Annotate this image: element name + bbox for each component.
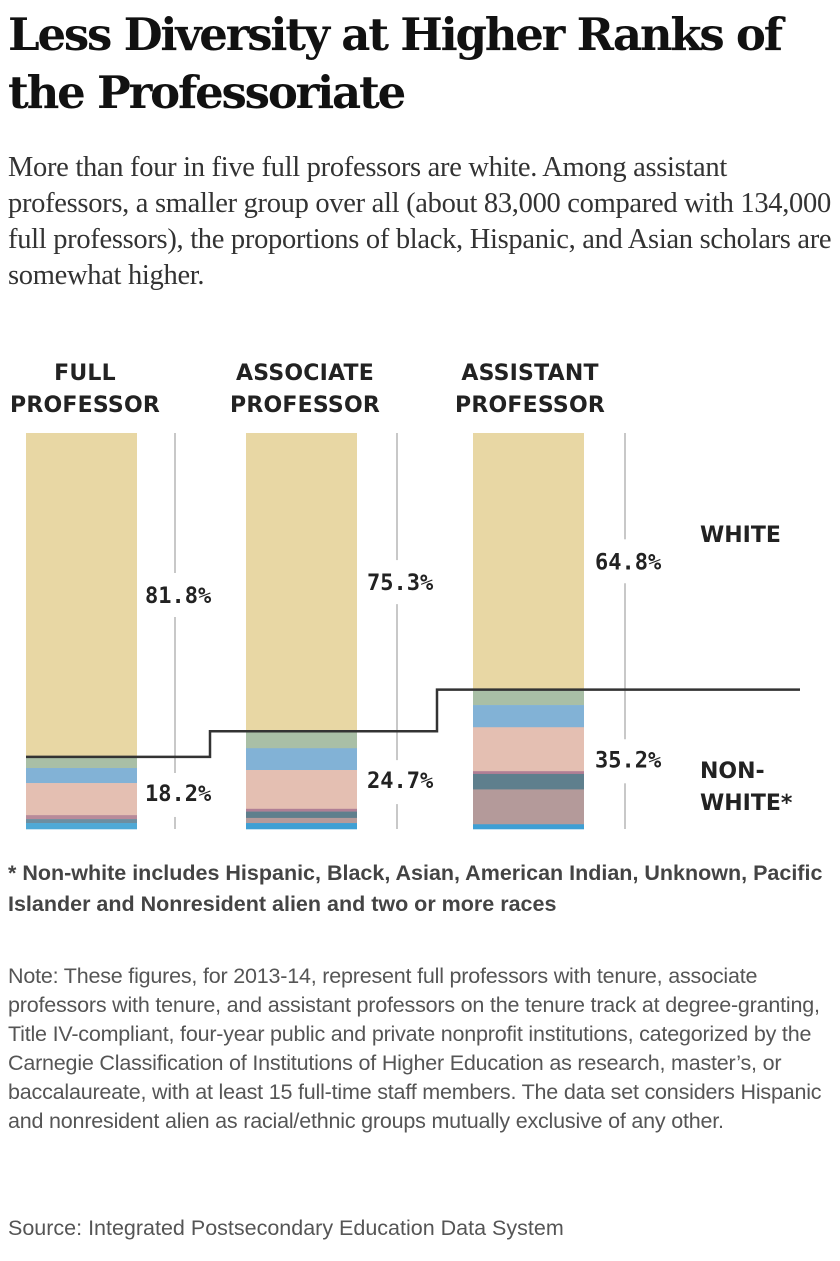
bar-segment-nonwhite-assistant-2	[473, 727, 584, 772]
bar-segment-nonwhite-full-0	[26, 756, 137, 769]
bar-segment-nonwhite-assistant-5	[473, 789, 584, 825]
bar-segment-nonwhite-full-2	[26, 783, 137, 816]
chart-subtitle: More than four in five full professors a…	[8, 152, 832, 291]
chart-title: Less Diversity at Higher Ranks of the Pr…	[8, 8, 783, 119]
category-label-full-professor: FULL PROFESSOR	[10, 358, 160, 422]
bar-segment-nonwhite-associate-5	[246, 817, 357, 824]
category-label-associate-professor: ASSOCIATE PROFESSOR	[220, 358, 390, 422]
nonwhite-pct-label-associate: 24.7%	[367, 769, 434, 794]
bar-segment-white-full	[26, 433, 137, 757]
bar-segment-nonwhite-associate-2	[246, 769, 357, 810]
footnote: * Non-white includes Hispanic, Black, As…	[8, 861, 823, 916]
category-label-line1: FULL	[54, 361, 116, 386]
bar-segment-nonwhite-associate-4	[246, 811, 357, 819]
bars	[26, 433, 584, 830]
legend-nonwhite-line1: NON-	[700, 759, 765, 784]
bar-segment-white-associate	[246, 433, 357, 732]
bar-segment-nonwhite-assistant-4	[473, 773, 584, 790]
category-label-line2: PROFESSOR	[230, 393, 380, 418]
bar-segment-nonwhite-assistant-6	[473, 824, 584, 830]
legend-white: WHITE	[700, 523, 781, 548]
bar-segment-nonwhite-full-5	[26, 823, 137, 830]
white-pct-label-full: 81.8%	[145, 584, 212, 609]
white-pct-label-assistant: 64.8%	[595, 550, 662, 575]
step-divider-line	[26, 688, 800, 759]
white-pct-label-associate: 75.3%	[367, 571, 434, 596]
methodology-note: Note: These figures, for 2013-14, repres…	[8, 964, 822, 1133]
bar-segment-nonwhite-full-1	[26, 768, 137, 784]
white-nonwhite-divider	[26, 688, 800, 759]
bar-segment-nonwhite-associate-3	[246, 808, 357, 812]
bar-segment-white-assistant	[473, 433, 584, 690]
bar-segment-nonwhite-assistant-3	[473, 771, 584, 775]
legend-nonwhite-line2: WHITE*	[700, 791, 793, 816]
category-label-line2: PROFESSOR	[10, 393, 160, 418]
source-credit: Source: Integrated Postsecondary Educati…	[8, 1216, 564, 1240]
bar-segment-nonwhite-full-4	[26, 819, 137, 824]
bar-segment-nonwhite-assistant-0	[473, 689, 584, 706]
category-label-line1: ASSISTANT	[461, 361, 599, 386]
nonwhite-pct-label-assistant: 35.2%	[595, 748, 662, 773]
bar-segment-nonwhite-full-3	[26, 815, 137, 820]
guide-lines	[174, 433, 626, 829]
bar-segment-nonwhite-assistant-1	[473, 705, 584, 728]
value-labels: 81.8% 75.3% 64.8% 18.2% 24.7% 35.2% WHIT…	[145, 523, 793, 816]
category-label-assistant-professor: ASSISTANT PROFESSOR	[450, 358, 610, 422]
bar-segment-nonwhite-associate-6	[246, 823, 357, 830]
bar-segment-nonwhite-associate-1	[246, 748, 357, 771]
stacked-bar-chart: 81.8% 75.3% 64.8% 18.2% 24.7% 35.2% WHIT…	[26, 433, 800, 830]
nonwhite-pct-label-full: 18.2%	[145, 782, 212, 807]
category-label-line1: ASSOCIATE	[236, 361, 374, 386]
category-label-line2: PROFESSOR	[455, 393, 605, 418]
bar-segment-nonwhite-associate-0	[246, 731, 357, 749]
